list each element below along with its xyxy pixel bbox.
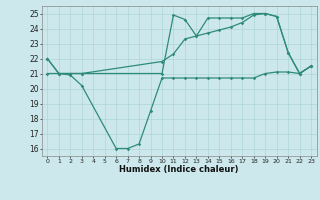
X-axis label: Humidex (Indice chaleur): Humidex (Indice chaleur) <box>119 165 239 174</box>
